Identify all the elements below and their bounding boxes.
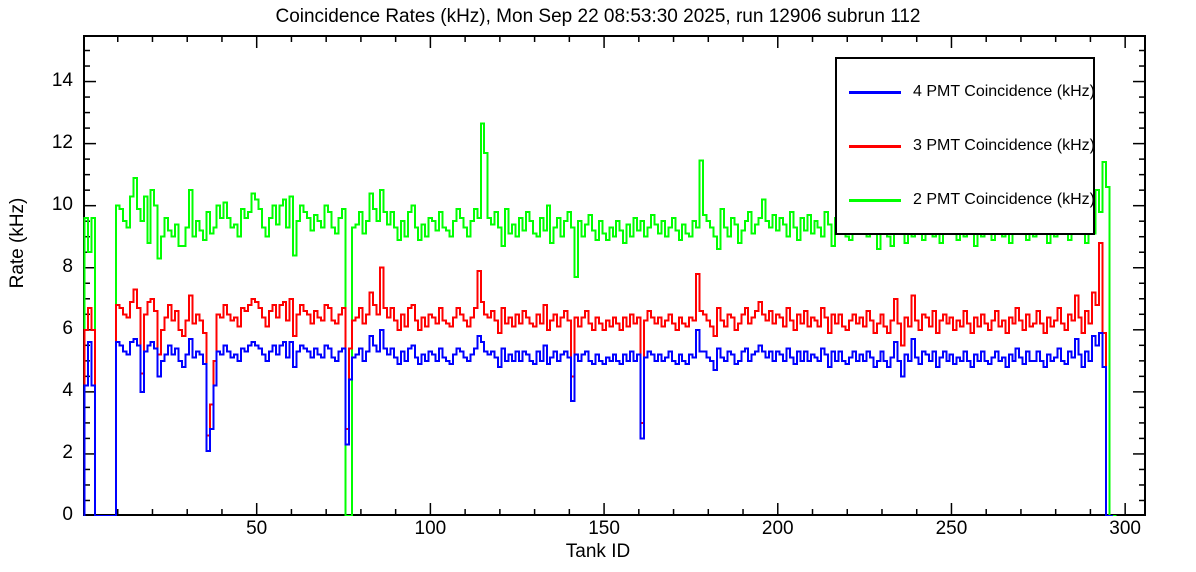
page-title: Coincidence Rates (kHz), Mon Sep 22 08:5… [275, 6, 921, 27]
x-tick-label: 200 [761, 518, 794, 539]
legend-label: 3 PMT Coincidence (kHz) [913, 137, 1095, 154]
legend-line-swatch [849, 90, 901, 94]
legend-2pmt[interactable]: 2 PMT Coincidence (kHz) [837, 180, 1095, 220]
y-tick-label: 0 [62, 504, 73, 525]
x-tick-label: 250 [935, 518, 968, 539]
legend-label: 2 PMT Coincidence (kHz) [913, 191, 1095, 208]
x-tick-label: 300 [1109, 518, 1141, 539]
x-tick-label: 100 [414, 518, 447, 539]
y-tick-label: 14 [51, 69, 73, 91]
y-tick-label: 10 [51, 193, 73, 215]
y-tick-label: 4 [62, 379, 73, 401]
legend-4pmt[interactable]: 4 PMT Coincidence (kHz) [837, 72, 1095, 112]
y-tick-label: 2 [62, 441, 73, 463]
legend-line-swatch [849, 198, 901, 202]
plot-surface [83, 35, 1146, 516]
series-path [83, 241, 1113, 516]
legend-line-swatch [849, 144, 901, 148]
x-axis-title: Tank ID [565, 541, 631, 562]
legend-3pmt[interactable]: 3 PMT Coincidence (kHz) [837, 126, 1095, 166]
y-tick-label: 12 [51, 131, 73, 153]
y-tick-label: 8 [62, 255, 73, 277]
x-tick-label: 50 [246, 518, 268, 539]
series-path [83, 328, 1113, 516]
legend-box: 4 PMT Coincidence (kHz) 3 PMT Coincidence… [835, 57, 1095, 235]
y-axis-title: Rate (kHz) [7, 197, 28, 289]
x-tick-label: 150 [588, 518, 620, 539]
y-tick-label: 6 [62, 317, 73, 339]
legend-label: 4 PMT Coincidence (kHz) [913, 83, 1095, 100]
